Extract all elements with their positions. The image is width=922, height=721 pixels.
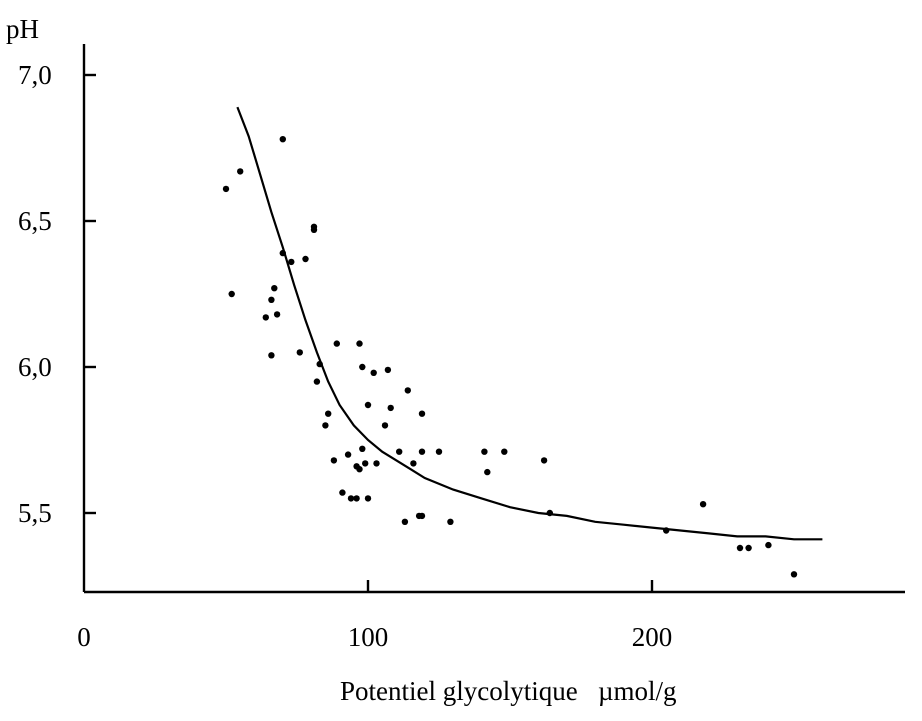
data-point [418, 410, 426, 417]
data-point [387, 404, 394, 412]
data-point [396, 448, 403, 455]
fit-curve [236, 106, 823, 541]
data-point [222, 185, 230, 193]
data-point [228, 290, 235, 298]
data-point [344, 451, 352, 458]
data-point [364, 401, 372, 409]
data-point [262, 314, 269, 321]
y-axis-title: pH [6, 14, 39, 44]
data-points [222, 136, 798, 578]
data-point [330, 457, 338, 464]
data-point [401, 518, 409, 525]
y-tick-label: 5,5 [18, 498, 52, 528]
data-point [359, 363, 366, 371]
data-point [333, 340, 340, 347]
x-tick-label: 200 [632, 622, 673, 652]
data-point [410, 460, 417, 467]
data-point [316, 360, 323, 368]
data-point [325, 410, 332, 417]
data-point [418, 512, 426, 520]
data-point [373, 460, 380, 467]
data-point [279, 249, 286, 257]
data-point [447, 518, 454, 525]
data-point [353, 495, 360, 502]
data-point [663, 527, 670, 534]
data-point [384, 366, 392, 374]
data-point [288, 258, 295, 266]
data-point [322, 422, 329, 429]
x-axis-title: Potentiel glycolytique µmol/g [340, 676, 677, 706]
x-tick-label: 0 [77, 622, 91, 652]
data-point [356, 340, 363, 347]
data-point [296, 349, 303, 356]
data-point [347, 495, 355, 502]
data-point [356, 466, 363, 473]
data-point [790, 571, 798, 578]
data-point [404, 387, 411, 394]
axes [82, 44, 905, 594]
y-tick-label: 6,5 [18, 206, 52, 236]
data-point [271, 285, 278, 292]
data-point [362, 460, 369, 467]
data-point [359, 445, 366, 452]
x-tick-label: 100 [348, 622, 389, 652]
data-point [540, 457, 548, 464]
data-point [381, 422, 389, 429]
y-tick-label: 7,0 [18, 60, 52, 90]
data-point [765, 541, 772, 549]
data-point [339, 489, 346, 496]
data-point [484, 468, 491, 476]
data-point [268, 296, 275, 303]
data-point [310, 223, 318, 230]
y-ticks: 5,5 6,0 6,5 7,0 [18, 60, 96, 528]
data-point [736, 544, 744, 552]
data-point [435, 448, 443, 455]
data-point [237, 168, 244, 175]
x-ticks: 0 100 200 [77, 580, 672, 652]
data-point [501, 448, 508, 455]
data-point [268, 352, 275, 359]
data-point [364, 495, 372, 502]
data-point [745, 544, 752, 552]
data-point [279, 136, 286, 143]
data-point [370, 369, 377, 376]
data-point [302, 255, 309, 263]
y-tick-label: 6,0 [18, 352, 52, 382]
data-point [418, 448, 426, 455]
data-point [699, 501, 707, 508]
data-point [313, 378, 321, 385]
data-point [273, 311, 281, 318]
data-point [546, 509, 553, 517]
data-point [481, 448, 488, 455]
